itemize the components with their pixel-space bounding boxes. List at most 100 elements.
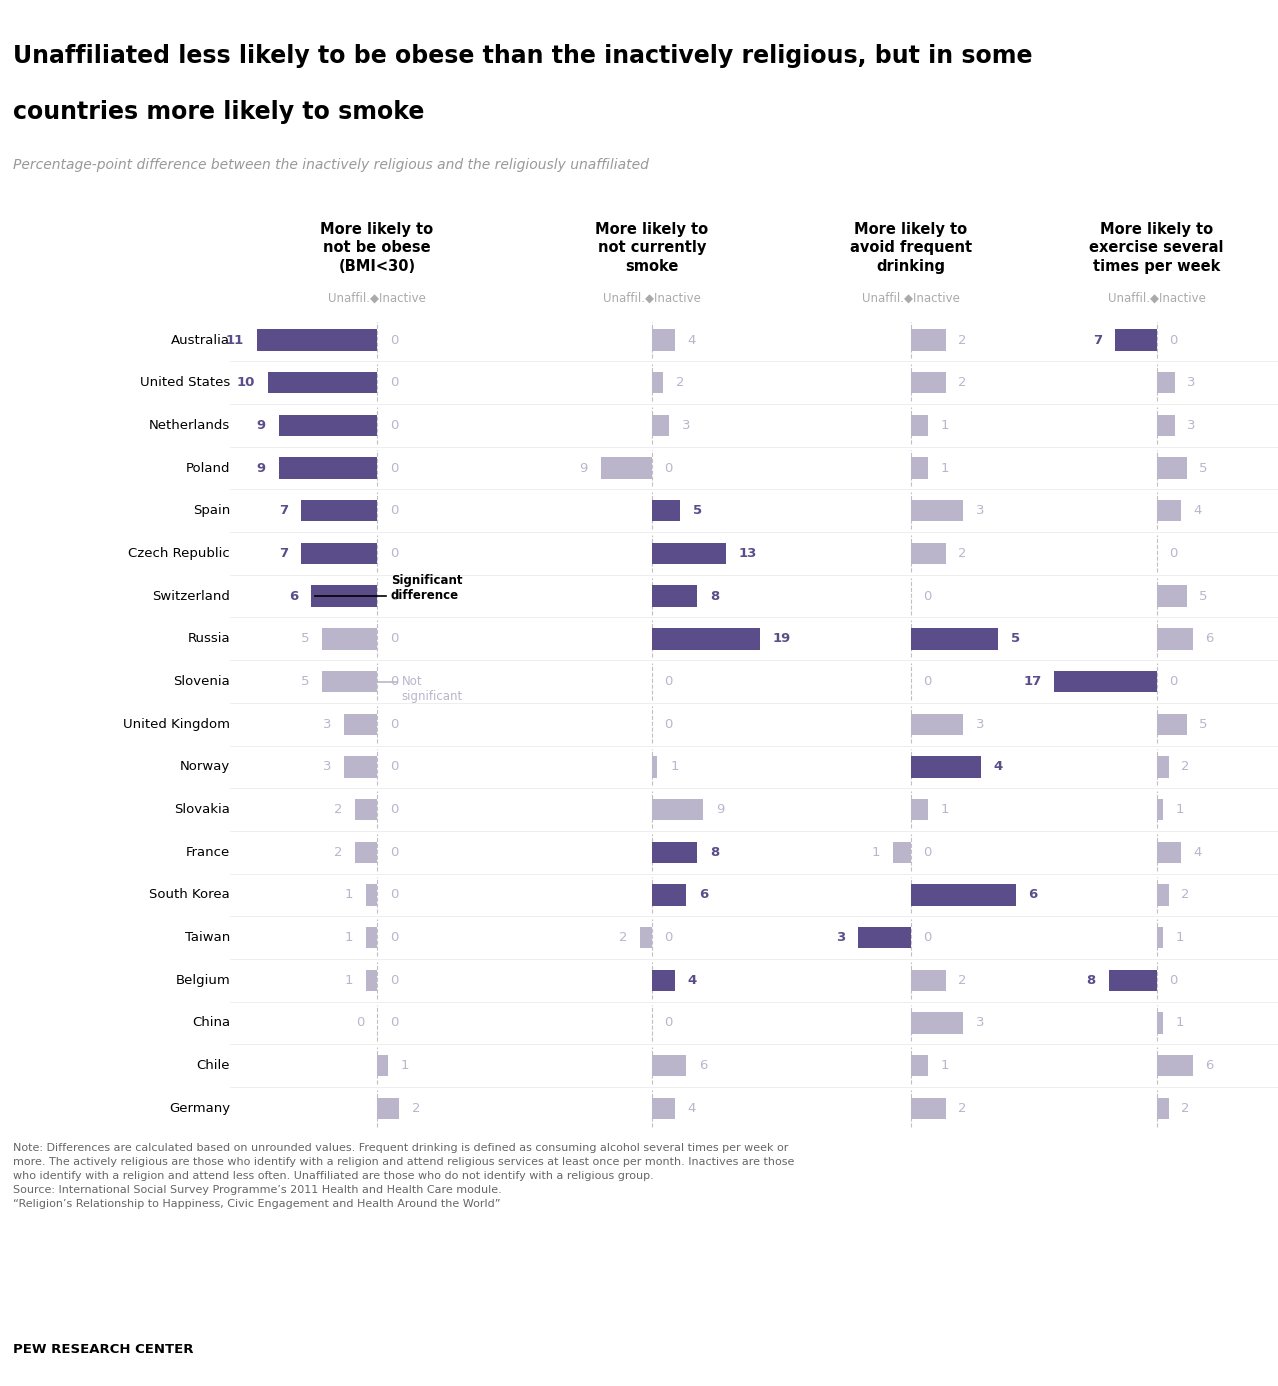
Bar (910, 371, 946, 394)
Bar (322, 628, 377, 650)
Text: Unaffiliated less likely to be obese than the inactively religious, but in some: Unaffiliated less likely to be obese tha… (13, 44, 1033, 68)
Text: 0: 0 (1169, 974, 1178, 987)
Text: Australia: Australia (171, 334, 230, 346)
Text: 2: 2 (676, 376, 685, 389)
Bar (355, 798, 377, 821)
Text: 0: 0 (923, 931, 932, 944)
Text: Belgium: Belgium (175, 974, 230, 987)
Text: 6: 6 (289, 589, 299, 603)
Text: South Korea: South Korea (150, 888, 230, 901)
Text: 1: 1 (1176, 931, 1183, 944)
Text: 11: 11 (226, 334, 244, 346)
Text: 0: 0 (390, 505, 399, 517)
Text: 2: 2 (958, 334, 967, 346)
Text: 1: 1 (872, 845, 881, 859)
Text: Norway: Norway (180, 761, 230, 773)
Bar (268, 371, 377, 394)
Text: 2: 2 (1181, 1102, 1190, 1114)
Text: PEW RESEARCH CENTER: PEW RESEARCH CENTER (13, 1343, 193, 1356)
Text: 5: 5 (302, 632, 309, 646)
Bar (1157, 414, 1174, 437)
Bar (652, 1098, 675, 1119)
Text: 2: 2 (1181, 761, 1190, 773)
Bar (257, 330, 377, 351)
Text: Note: Differences are calculated based on unrounded values. Frequent drinking is: Note: Differences are calculated based o… (13, 1143, 794, 1210)
Text: 0: 0 (390, 632, 399, 646)
Text: Russia: Russia (188, 632, 230, 646)
Text: 6: 6 (699, 888, 708, 901)
Text: 2: 2 (412, 1102, 420, 1114)
Bar (1157, 714, 1186, 735)
Text: 9: 9 (257, 419, 266, 432)
Text: Percentage-point difference between the inactively religious and the religiously: Percentage-point difference between the … (13, 158, 649, 172)
Bar (652, 798, 703, 821)
Text: 0: 0 (390, 761, 399, 773)
Bar (910, 798, 928, 821)
Text: 0: 0 (390, 974, 399, 987)
Text: 2: 2 (334, 802, 343, 816)
Text: Switzerland: Switzerland (152, 589, 230, 603)
Bar (910, 757, 980, 778)
Text: 17: 17 (1024, 675, 1042, 687)
Text: 8: 8 (711, 589, 720, 603)
Text: More likely to
exercise several
times per week: More likely to exercise several times pe… (1089, 222, 1224, 274)
Text: 1: 1 (1176, 802, 1183, 816)
Bar (1157, 628, 1192, 650)
Text: 8: 8 (1086, 974, 1095, 987)
Text: 3: 3 (1187, 376, 1196, 389)
Text: Czech Republic: Czech Republic (128, 547, 230, 560)
Text: 0: 0 (390, 419, 399, 432)
Text: 0: 0 (390, 802, 399, 816)
Text: 3: 3 (1187, 419, 1196, 432)
Text: 10: 10 (236, 376, 256, 389)
Bar (910, 970, 946, 991)
Text: Significant
difference: Significant difference (391, 574, 463, 603)
Text: 7: 7 (1093, 334, 1102, 346)
Text: 0: 0 (390, 589, 399, 603)
Text: Unaffil.◆Inactive: Unaffil.◆Inactive (603, 291, 700, 304)
Text: Unaffil.◆Inactive: Unaffil.◆Inactive (861, 291, 960, 304)
Text: 0: 0 (665, 1016, 674, 1030)
Text: 6: 6 (1205, 632, 1214, 646)
Text: 3: 3 (976, 505, 984, 517)
Bar (300, 543, 377, 564)
Text: 1: 1 (670, 761, 679, 773)
Text: 3: 3 (323, 718, 331, 730)
Text: 4: 4 (993, 761, 1003, 773)
Bar (322, 671, 377, 692)
Bar (652, 1055, 686, 1077)
Bar (910, 884, 1016, 905)
Text: More likely to
not currently
smoke: More likely to not currently smoke (596, 222, 708, 274)
Text: Netherlands: Netherlands (148, 419, 230, 432)
Text: 13: 13 (739, 547, 757, 560)
Text: Unaffil.◆Inactive: Unaffil.◆Inactive (328, 291, 426, 304)
Text: 2: 2 (958, 974, 967, 987)
Bar (652, 330, 675, 351)
Bar (312, 585, 377, 607)
Bar (910, 414, 928, 437)
Text: 0: 0 (390, 845, 399, 859)
Text: 3: 3 (681, 419, 690, 432)
Text: United Kingdom: United Kingdom (123, 718, 230, 730)
Text: 6: 6 (699, 1059, 707, 1073)
Text: 0: 0 (390, 675, 399, 687)
Bar (366, 927, 377, 948)
Text: 2: 2 (1181, 888, 1190, 901)
Text: More likely to
avoid frequent
drinking: More likely to avoid frequent drinking (850, 222, 971, 274)
Bar (910, 1055, 928, 1077)
Text: 0: 0 (923, 675, 932, 687)
Text: 0: 0 (390, 462, 399, 474)
Text: 3: 3 (976, 718, 984, 730)
Text: 6: 6 (1205, 1059, 1214, 1073)
Text: 1: 1 (941, 802, 950, 816)
Bar (910, 714, 964, 735)
Bar (910, 628, 998, 650)
Bar (910, 500, 964, 521)
Text: More likely to
not be obese
(BMI<30): More likely to not be obese (BMI<30) (321, 222, 433, 274)
Text: 5: 5 (693, 505, 702, 517)
Bar (377, 1098, 399, 1119)
Text: 3: 3 (976, 1016, 984, 1030)
Text: Poland: Poland (185, 462, 230, 474)
Bar (1157, 457, 1186, 478)
Text: 0: 0 (665, 462, 674, 474)
